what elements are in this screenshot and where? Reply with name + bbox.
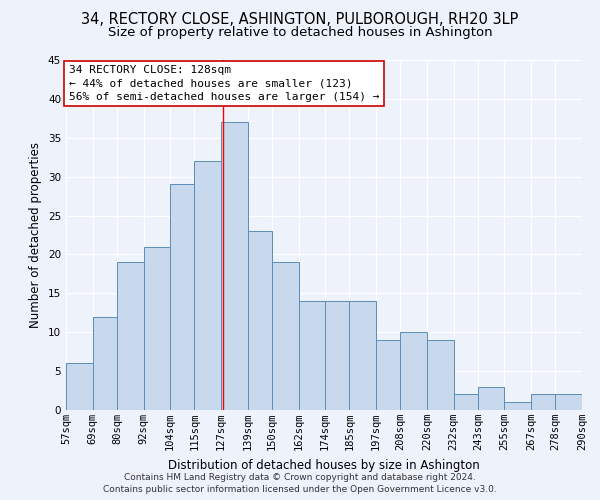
Bar <box>66 364 92 410</box>
Bar <box>454 394 478 410</box>
Bar <box>248 231 272 410</box>
Bar <box>376 340 400 410</box>
Bar <box>505 402 531 410</box>
Bar <box>478 386 505 410</box>
Bar <box>427 340 454 410</box>
Bar <box>143 246 170 410</box>
X-axis label: Distribution of detached houses by size in Ashington: Distribution of detached houses by size … <box>168 458 480 471</box>
Bar <box>221 122 248 410</box>
Text: 34 RECTORY CLOSE: 128sqm
← 44% of detached houses are smaller (123)
56% of semi-: 34 RECTORY CLOSE: 128sqm ← 44% of detach… <box>68 66 379 102</box>
Bar <box>531 394 556 410</box>
Bar <box>272 262 299 410</box>
Text: 34, RECTORY CLOSE, ASHINGTON, PULBOROUGH, RH20 3LP: 34, RECTORY CLOSE, ASHINGTON, PULBOROUGH… <box>82 12 518 28</box>
Bar <box>117 262 143 410</box>
Bar <box>325 301 349 410</box>
Text: Size of property relative to detached houses in Ashington: Size of property relative to detached ho… <box>107 26 493 39</box>
Bar <box>194 161 221 410</box>
Bar <box>400 332 427 410</box>
Y-axis label: Number of detached properties: Number of detached properties <box>29 142 43 328</box>
Bar <box>556 394 582 410</box>
Bar <box>349 301 376 410</box>
Bar <box>299 301 325 410</box>
Bar <box>170 184 194 410</box>
Text: Contains HM Land Registry data © Crown copyright and database right 2024.
Contai: Contains HM Land Registry data © Crown c… <box>103 472 497 494</box>
Bar <box>92 316 117 410</box>
